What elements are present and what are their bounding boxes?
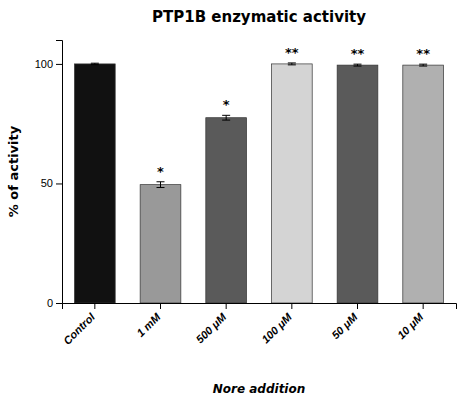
tick: 10 μM: [395, 303, 426, 341]
y-axis: 0 50 100: [35, 41, 63, 310]
tick: 50 μM: [329, 303, 360, 341]
tick: 50: [41, 177, 62, 189]
tick: Control: [61, 303, 98, 347]
tick-mark: [357, 303, 358, 309]
tick: 100: [35, 58, 62, 70]
tick-mark: [56, 64, 62, 65]
tick-label: 0: [47, 297, 53, 309]
error-bar: [288, 63, 296, 65]
marks: [74, 63, 443, 303]
tick: 500 μM: [194, 303, 229, 345]
axis-line: [63, 304, 457, 310]
tick-label: 50 μM: [329, 310, 360, 341]
plot: 0 50 100 Control 1 mM 500 μM 100 μM 50 μM 10 μM *…: [35, 41, 457, 347]
annotations: ********: [157, 45, 430, 179]
tick: 1 mM: [134, 303, 163, 339]
tick-label: 100 μM: [259, 310, 294, 345]
tick-label: 500 μM: [194, 310, 229, 345]
error-bar: [419, 64, 427, 66]
bar: [206, 118, 247, 303]
annotation: **: [351, 46, 365, 61]
error-bar: [354, 64, 362, 66]
tick-label: 100: [35, 58, 53, 70]
annotation: **: [285, 45, 299, 60]
tick-mark: [160, 303, 161, 309]
axis-line: [56, 41, 63, 304]
y-axis-title: % of activity: [6, 125, 21, 217]
annotation: *: [223, 97, 230, 112]
bar: [403, 65, 444, 303]
tick-mark: [56, 183, 62, 184]
tick-mark: [94, 303, 95, 309]
tick-mark: [56, 303, 62, 304]
bar: [74, 64, 115, 303]
tick-label: 10 μM: [395, 310, 426, 341]
x-axis: Control 1 mM 500 μM 100 μM 50 μM 10 μM: [61, 303, 457, 347]
bar: [140, 185, 181, 303]
error-bar: [157, 182, 165, 188]
annotation: **: [416, 46, 430, 61]
annotation: *: [157, 164, 164, 179]
error-bar: [222, 115, 230, 120]
x-axis-title: Nore addition: [213, 382, 306, 396]
tick-mark: [291, 303, 292, 309]
title: PTP1B enzymatic activity: [152, 8, 366, 26]
error-bar: [91, 63, 99, 64]
tick-mark: [226, 303, 227, 309]
tick-mark: [423, 303, 424, 309]
tick: 0: [47, 297, 62, 309]
tick-label: 1 mM: [134, 310, 163, 339]
chart: 0 50 100 Control 1 mM 500 μM 100 μM 50 μM 10 μM *…: [0, 0, 474, 403]
tick-label: 50: [41, 177, 53, 189]
tick: 100 μM: [259, 303, 294, 345]
tick-label: Control: [61, 310, 98, 347]
bar: [337, 65, 378, 303]
bar: [271, 64, 312, 303]
